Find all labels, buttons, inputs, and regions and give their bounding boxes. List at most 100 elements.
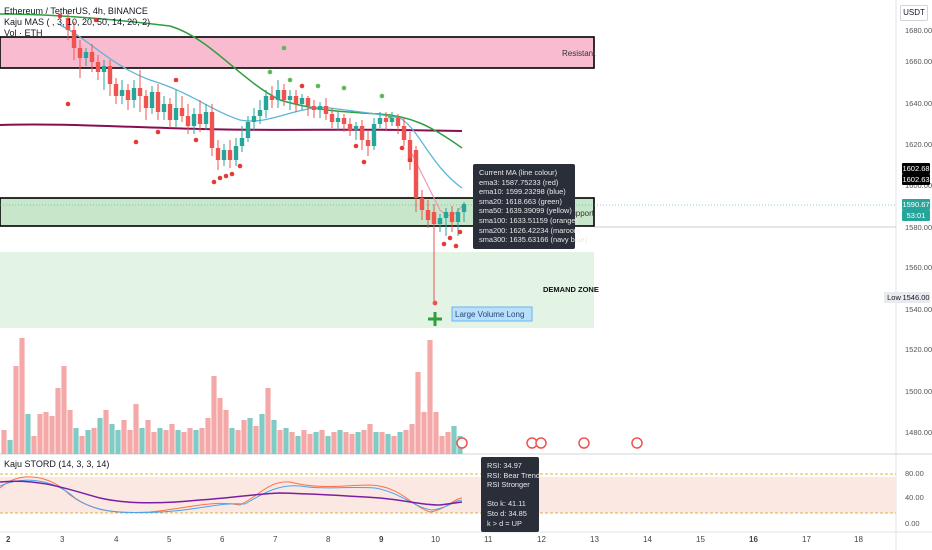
candle-body[interactable]: [185, 116, 191, 126]
tipRSI-line: [487, 490, 533, 500]
candle-body[interactable]: [419, 198, 425, 210]
large-volume-long-marker[interactable]: [428, 300, 442, 326]
candle-body[interactable]: [221, 150, 227, 160]
candle-body[interactable]: [347, 124, 353, 130]
candle-body[interactable]: [425, 210, 431, 220]
candle-body[interactable]: [95, 62, 101, 72]
rsi-tooltip: RSI: 34.97 RSI: Bear Trend RSI Stronger St…: [481, 457, 540, 533]
currency-button[interactable]: USDT: [900, 5, 928, 21]
stoch-d-line: [0, 479, 463, 514]
candle-body[interactable]: [317, 106, 323, 110]
time-tick-label: 6: [220, 535, 225, 544]
candle-body[interactable]: [383, 118, 389, 122]
candle-body[interactable]: [167, 104, 173, 120]
candle-body[interactable]: [323, 106, 329, 114]
candle-body[interactable]: [275, 90, 281, 100]
candle-body[interactable]: [239, 138, 245, 146]
candle-body[interactable]: [335, 118, 341, 122]
candle-body[interactable]: [119, 90, 125, 96]
candle-body[interactable]: [227, 150, 233, 160]
candle-body[interactable]: [215, 148, 221, 160]
volume-bar: [247, 418, 253, 454]
candle-body[interactable]: [353, 126, 359, 130]
volume-bar: [337, 430, 343, 454]
candle-body[interactable]: [389, 118, 395, 122]
candle-body[interactable]: [209, 112, 215, 148]
candle-body[interactable]: [449, 212, 455, 222]
tipRSI-line: RSI: Bear Trend: [487, 470, 540, 480]
volume-bar: [445, 432, 451, 454]
candles-group[interactable]: [65, 10, 467, 304]
candle-body[interactable]: [257, 110, 263, 116]
candle-body[interactable]: [299, 98, 305, 104]
candle-body[interactable]: [197, 114, 203, 124]
candle-body[interactable]: [83, 52, 89, 58]
candle-body[interactable]: [269, 96, 275, 100]
volume-bar: [223, 410, 229, 454]
candle-body[interactable]: [233, 146, 239, 160]
candle-body[interactable]: [281, 90, 287, 100]
candle-body[interactable]: [251, 116, 257, 122]
candle-body[interactable]: [71, 30, 77, 48]
candle-body[interactable]: [395, 118, 401, 126]
candle-body[interactable]: [191, 114, 197, 126]
tipMA-line: ema3: 1587.75233 (red): [479, 177, 559, 187]
candle-body[interactable]: [65, 18, 71, 30]
candle-body[interactable]: [107, 66, 113, 84]
tipMA-line: Current MA (line colour): [479, 168, 558, 177]
candle-body[interactable]: [77, 48, 83, 58]
tipRSI-line: RSI: 34.97: [487, 461, 522, 470]
candle-body[interactable]: [173, 108, 179, 120]
candle-body[interactable]: [245, 122, 251, 138]
ma-indicator-legend[interactable]: Kaju MAS ( , 3, 10, 20, 50, 14, 20, 2): [4, 17, 151, 27]
candle-body[interactable]: [287, 96, 293, 100]
candle-body[interactable]: [377, 118, 383, 124]
event-markers[interactable]: [456, 437, 643, 449]
large-volume-label-box[interactable]: [451, 306, 533, 322]
candle-body[interactable]: [461, 204, 467, 212]
candle-body[interactable]: [359, 126, 365, 140]
candle-body[interactable]: [365, 140, 371, 146]
candle-body[interactable]: [161, 104, 167, 112]
candle-body[interactable]: [443, 212, 449, 218]
candle-body[interactable]: [113, 84, 119, 96]
time-tick-label: 8: [326, 535, 331, 544]
resistant-zone[interactable]: [0, 36, 595, 69]
volume-bar: [385, 434, 391, 454]
ma-tooltip: Current MA (line colour) ema3: 1587.75233…: [473, 164, 587, 249]
candle-body[interactable]: [179, 108, 185, 116]
candle-body[interactable]: [401, 126, 407, 140]
candle-body[interactable]: [101, 66, 107, 72]
candle-body[interactable]: [341, 118, 347, 124]
candle-body[interactable]: [155, 92, 161, 112]
signal-dot: [315, 83, 321, 89]
tipMA-line: sma200: 1626.42234 (maroon): [479, 225, 581, 235]
candle-body[interactable]: [263, 96, 269, 110]
candle-body[interactable]: [203, 112, 209, 124]
candle-body[interactable]: [455, 212, 461, 222]
symbol-title[interactable]: Ethereum / TetherUS, 4h, BINANCE: [4, 6, 148, 16]
candle-body[interactable]: [149, 92, 155, 108]
volume-bar: [175, 430, 181, 454]
candle-body[interactable]: [407, 140, 413, 162]
candle-body[interactable]: [293, 96, 299, 104]
candle-body[interactable]: [329, 114, 335, 122]
volume-bar: [379, 432, 385, 454]
candle-body[interactable]: [431, 212, 437, 224]
candle-body[interactable]: [125, 90, 131, 100]
stoch-legend[interactable]: Kaju STORD (14, 3, 3, 14): [4, 459, 110, 469]
signal-dot: [93, 17, 99, 23]
candle-body[interactable]: [413, 150, 419, 198]
candle-body[interactable]: [137, 88, 143, 96]
candle-body[interactable]: [437, 218, 443, 224]
candle-body[interactable]: [371, 124, 377, 146]
candle-body[interactable]: [305, 98, 311, 106]
sma20-line: [0, 13, 463, 149]
signal-dot: [229, 171, 235, 177]
volume-legend[interactable]: Vol · ETH: [4, 28, 43, 38]
candle-body[interactable]: [311, 106, 317, 110]
candle-body[interactable]: [131, 88, 137, 100]
candle-body[interactable]: [143, 96, 149, 108]
candle-body[interactable]: [89, 52, 95, 62]
